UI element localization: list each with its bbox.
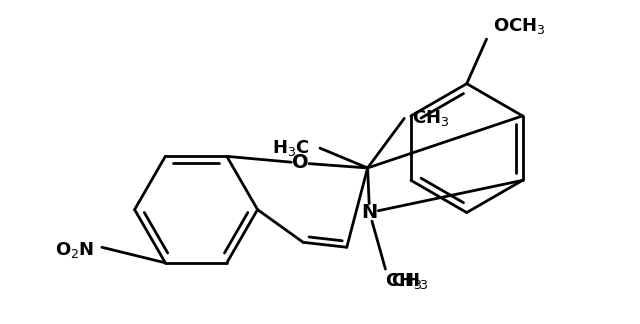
Text: OCH$_3$: OCH$_3$ (493, 16, 546, 36)
Text: H$_3$C: H$_3$C (272, 138, 310, 158)
Text: CH$_3$: CH$_3$ (392, 271, 429, 291)
Text: CH$_3$: CH$_3$ (412, 108, 450, 128)
Text: O$_2$N: O$_2$N (54, 240, 94, 260)
Text: N: N (362, 203, 378, 222)
Text: CH$_3$: CH$_3$ (385, 271, 423, 291)
Text: O: O (292, 154, 308, 172)
